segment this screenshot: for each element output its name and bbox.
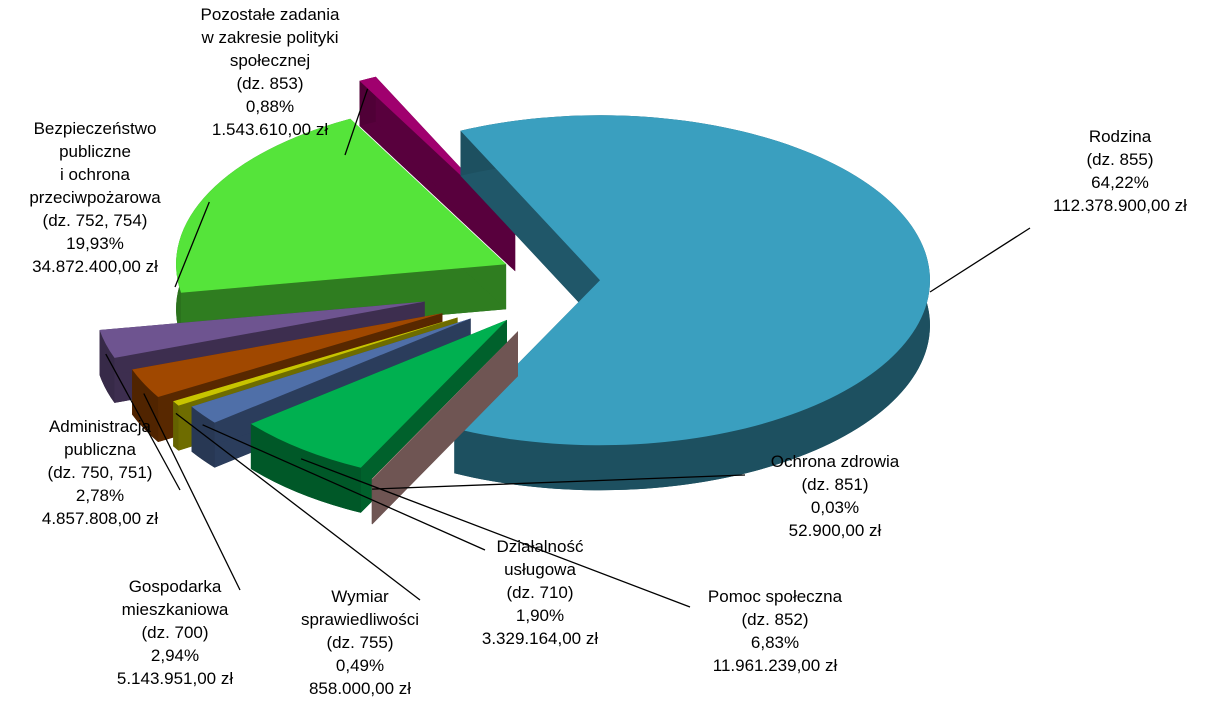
slice-label: i ochrona — [60, 165, 130, 184]
slice-top — [99, 301, 425, 358]
slice-percent: 0,03% — [811, 498, 859, 517]
slice-top — [132, 313, 443, 397]
leader-line — [105, 353, 181, 491]
slice-top — [191, 318, 471, 423]
slice-amount: 52.900,00 zł — [789, 521, 882, 540]
slice-label: społecznej — [230, 51, 310, 70]
slice-amount: 1.543.610,00 zł — [212, 120, 328, 139]
slice-side — [132, 313, 443, 415]
leader-line — [344, 88, 369, 156]
slice-side — [99, 301, 425, 375]
slice-label: Pozostałe zadania — [201, 5, 340, 24]
slice-side — [371, 331, 518, 524]
slice-percent: 64,22% — [1091, 173, 1149, 192]
slice-code: (dz. 700) — [141, 623, 208, 642]
slice-label: Działalność — [497, 537, 584, 556]
slice-top — [250, 319, 507, 468]
slice-code: (dz. 853) — [236, 74, 303, 93]
slice-label: w zakresie polityki — [201, 28, 339, 47]
slice-rim — [250, 423, 361, 513]
slice-label: usługowa — [504, 560, 576, 579]
slice-amount: 5.143.951,00 zł — [117, 669, 233, 688]
slice-percent: 2,94% — [151, 646, 199, 665]
slice-label: publiczna — [64, 440, 136, 459]
slice-label: publiczne — [59, 142, 131, 161]
slice-label: mieszkaniowa — [122, 600, 229, 619]
slice-rim — [191, 406, 215, 468]
slice-top — [176, 118, 507, 293]
slice-amount: 858.000,00 zł — [309, 679, 411, 698]
leader-line — [174, 201, 210, 288]
slice-top — [173, 317, 458, 406]
slice-percent: 2,78% — [76, 486, 124, 505]
slice-label: Pomoc społeczna — [708, 587, 843, 606]
slice-top — [371, 331, 518, 480]
slice-label: Rodzina — [1089, 127, 1152, 146]
slice-top — [454, 115, 930, 446]
leader-line — [202, 424, 486, 551]
slice-label: Administracja — [49, 417, 152, 436]
leader-line — [372, 474, 746, 490]
slice-label: Wymiar — [331, 587, 389, 606]
slice-amount: 34.872.400,00 zł — [32, 257, 158, 276]
slice — [454, 115, 930, 491]
slice-percent: 0,49% — [336, 656, 384, 675]
slice-amount: 4.857.808,00 zł — [42, 509, 158, 528]
slice-amount: 11.961.239,00 zł — [713, 656, 838, 675]
slice-code: (dz. 852) — [741, 610, 808, 629]
slice-rim — [132, 369, 159, 442]
slice-percent: 0,88% — [246, 97, 294, 116]
slice-code: (dz. 752, 754) — [43, 211, 148, 230]
leader-line — [929, 227, 1031, 293]
slice-percent: 19,93% — [66, 234, 124, 253]
slice-percent: 1,90% — [516, 606, 564, 625]
slice-label: Bezpieczeństwo — [34, 119, 157, 138]
slice-code: (dz. 755) — [326, 633, 393, 652]
leader-line — [143, 393, 241, 591]
slice-rim — [371, 479, 373, 525]
slice-label: przeciwpożarowa — [29, 188, 161, 207]
slice-rim — [99, 330, 115, 403]
slice-code: (dz. 851) — [801, 475, 868, 494]
slice-rim — [173, 401, 179, 451]
slice-side — [460, 130, 600, 326]
slice — [176, 118, 507, 338]
slice-amount: 3.329.164,00 zł — [482, 629, 598, 648]
leader-line — [175, 412, 421, 601]
slice-amount: 112.378.900,00 zł — [1053, 196, 1187, 215]
slice-label: Gospodarka — [129, 577, 222, 596]
slice-label: Ochrona zdrowia — [771, 452, 900, 471]
slice — [371, 331, 518, 525]
slice-code: (dz. 710) — [506, 583, 573, 602]
leader-line — [300, 458, 691, 608]
slice-percent: 6,83% — [751, 633, 799, 652]
slice-code: (dz. 855) — [1086, 150, 1153, 169]
slice-label: sprawiedliwości — [301, 610, 419, 629]
slice-code: (dz. 750, 751) — [48, 463, 153, 482]
slice-side — [191, 318, 471, 452]
